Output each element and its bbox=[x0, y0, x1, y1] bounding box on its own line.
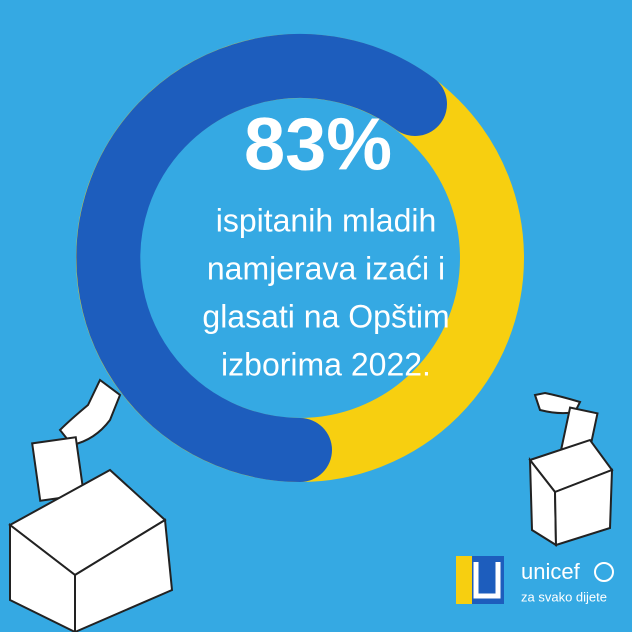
logo: unicef za svako dijete bbox=[456, 556, 614, 604]
body-line: glasati na Opštim bbox=[202, 298, 449, 334]
logo-mark-u bbox=[473, 562, 501, 599]
body-line: izborima 2022. bbox=[221, 346, 431, 382]
logo-mark-accent bbox=[456, 556, 472, 604]
headline: 83% bbox=[244, 103, 392, 186]
body-line: namjerava izaći i bbox=[207, 250, 445, 286]
logo-brand: unicef bbox=[521, 559, 581, 584]
donut-ring-blue bbox=[76, 34, 447, 482]
ballot-box-left bbox=[8, 378, 174, 632]
ballot-box-right bbox=[528, 391, 614, 547]
body-line: ispitanih mladih bbox=[216, 202, 437, 238]
logo-tagline: za svako dijete bbox=[521, 589, 607, 604]
logo-globe bbox=[594, 562, 614, 582]
